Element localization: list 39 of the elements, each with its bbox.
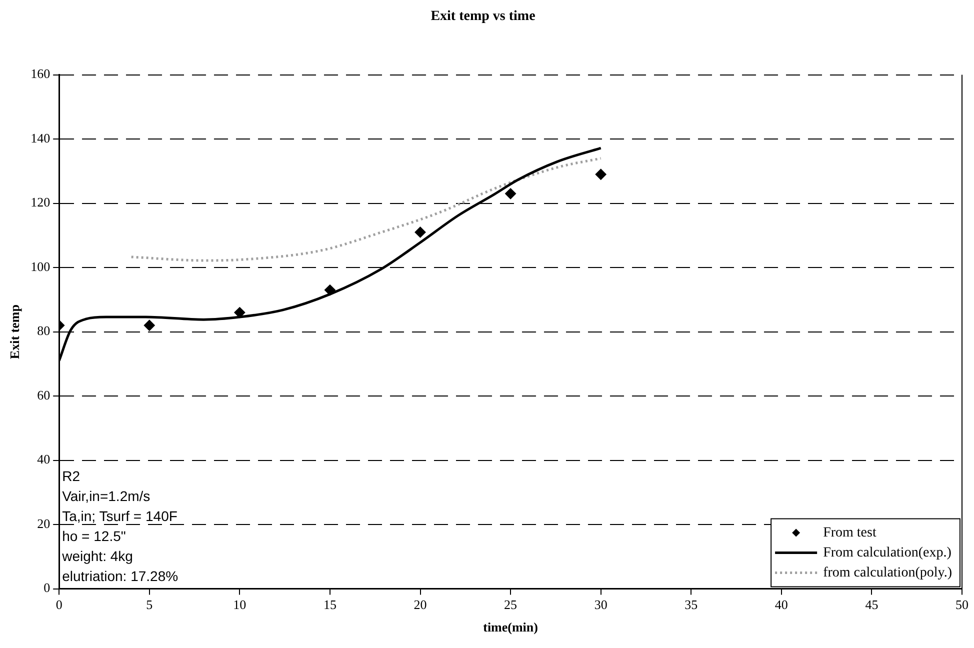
x-tick-label: 20	[414, 597, 427, 612]
annotation: Ta,in; Tsurf = 140F	[62, 508, 178, 524]
y-tick-label: 20	[37, 516, 50, 531]
x-tick-label: 50	[956, 597, 968, 612]
point	[144, 320, 155, 331]
x-tick-label: 5	[146, 597, 153, 612]
y-tick-label: 120	[30, 194, 50, 210]
x-tick-label: 40	[774, 597, 788, 612]
x-tick-label: 45	[865, 597, 878, 612]
y-tick-label: 140	[30, 130, 50, 146]
point	[234, 307, 246, 318]
legend-label: from calculation(poly.)	[823, 565, 952, 580]
annotation: weight: 4kg	[61, 548, 133, 564]
x-tick-label: 35	[684, 597, 698, 612]
x-tick-label: 0	[56, 597, 62, 612]
point	[595, 168, 606, 180]
point	[414, 226, 426, 238]
x-tick-label: 15	[323, 597, 336, 612]
point	[324, 284, 336, 296]
line-series	[130, 157, 602, 262]
legend-label: From calculation(exp.)	[823, 545, 952, 560]
annotation: ho = 12.5"	[62, 528, 126, 544]
y-tick-label: 160	[30, 66, 50, 82]
annotation: elutriation: 17.28%	[62, 568, 178, 584]
x-axis-title: time(min)	[483, 620, 538, 635]
y-tick-label: 0	[44, 580, 50, 596]
chart-title: Exit temp vs time	[430, 9, 536, 24]
y-tick-label: 60	[37, 387, 50, 402]
point	[505, 188, 516, 200]
annotation: R2	[62, 468, 80, 484]
x-tick-label: 10	[233, 597, 246, 612]
y-tick-label: 40	[37, 452, 50, 467]
y-tick-label: 100	[30, 258, 50, 274]
x-tick-label: 25	[504, 597, 518, 612]
annotation: Vair,in=1.2m/s	[62, 488, 150, 504]
y-axis-title: Exit temp	[7, 304, 22, 360]
y-tick-label: 80	[37, 323, 50, 338]
legend-label: From test	[823, 525, 876, 540]
x-tick-label: 30	[594, 597, 608, 612]
